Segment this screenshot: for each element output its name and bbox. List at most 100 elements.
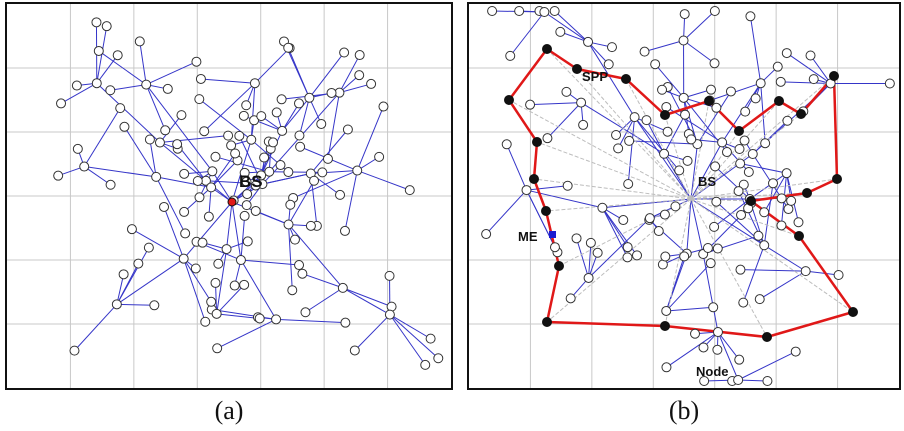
sensor-node: [378, 101, 389, 112]
sensor-node: [268, 137, 279, 148]
sensor-node: [275, 160, 286, 171]
sensor-node: [660, 251, 671, 262]
sensor-node: [141, 79, 152, 90]
shortcut-link: [545, 198, 692, 212]
sensor-node: [160, 125, 171, 136]
tree-link: [339, 83, 372, 94]
tree-link: [742, 245, 765, 303]
sensor-node: [105, 179, 116, 190]
tree-link: [740, 269, 806, 272]
sensor-node: [250, 205, 261, 216]
sensor-node: [126, 224, 137, 235]
tree-link: [155, 176, 186, 234]
sensor-node: [339, 225, 350, 236]
sensor-node: [786, 195, 797, 206]
tree-link: [763, 172, 788, 213]
sensor-node: [322, 153, 333, 164]
polling-point: [542, 44, 552, 54]
sensor-node: [246, 134, 257, 145]
sensor-node: [743, 167, 754, 178]
sensor-node: [238, 110, 249, 121]
sensor-node: [783, 204, 794, 215]
shortcut-links: [508, 48, 854, 338]
polling-point: [746, 196, 756, 206]
sensor-node: [717, 137, 728, 148]
sensor-node: [317, 167, 328, 178]
tour-path: [507, 47, 855, 339]
shortcut-link: [664, 198, 692, 327]
sensor-node: [349, 345, 360, 356]
sensor-node: [180, 228, 191, 239]
tree-link: [588, 217, 651, 279]
sensor-node: [735, 264, 746, 275]
sensor-node: [597, 202, 608, 213]
sensor-node: [354, 50, 365, 61]
sensor-node: [782, 115, 793, 126]
sensor-node: [776, 193, 787, 204]
sensor-node: [151, 171, 162, 182]
tree-link: [116, 303, 155, 306]
sensor-node: [562, 180, 573, 191]
sensor-node: [241, 176, 252, 187]
sensor-node: [679, 251, 690, 262]
polling-point: [794, 231, 804, 241]
tree-link: [83, 166, 111, 186]
tree-link: [156, 176, 212, 188]
sensor-node: [659, 209, 670, 220]
sensor-node: [283, 167, 294, 178]
tree-link: [149, 139, 157, 177]
sensor-node: [386, 301, 397, 312]
polling-point: [829, 71, 839, 81]
sensor-node: [678, 35, 689, 46]
tree-link: [287, 47, 310, 98]
sensor-node: [206, 296, 217, 307]
tree-link: [665, 262, 712, 312]
tree-link: [696, 91, 732, 145]
sensor-node: [775, 76, 786, 87]
polling-point: [796, 109, 806, 119]
tree-link: [145, 61, 197, 86]
sensor-node: [72, 143, 83, 154]
sensor-node: [711, 196, 722, 207]
sensor-node: [549, 6, 560, 16]
bs-label: BS: [698, 174, 716, 189]
polling-point: [660, 110, 670, 120]
polling-point: [774, 96, 784, 106]
sensor-node: [149, 300, 160, 311]
sensor-node: [525, 99, 536, 110]
sensor-node: [613, 143, 624, 154]
tree-link: [216, 249, 228, 314]
polling-point: [802, 188, 812, 198]
sensor-node: [733, 375, 744, 385]
sensor-node: [745, 11, 756, 22]
sensor-node: [624, 135, 635, 146]
me-label: ME: [518, 229, 538, 244]
tree-link: [60, 82, 98, 104]
tree-link: [665, 256, 685, 312]
tree-link: [159, 114, 182, 143]
sensor-node: [134, 36, 145, 47]
tree-link: [145, 84, 213, 172]
sensor-node: [583, 272, 594, 283]
sensor-node: [659, 148, 670, 159]
sensor-node: [768, 178, 779, 189]
tree-link: [302, 273, 343, 289]
tree-link: [576, 238, 590, 279]
panel-a: BS: [5, 2, 453, 390]
tree-link: [200, 78, 255, 84]
sensor-node: [754, 294, 765, 305]
sensor-node: [203, 211, 214, 222]
tree-link: [740, 163, 787, 174]
tree-link: [509, 11, 545, 57]
sensor-node: [833, 269, 844, 280]
sensor-node: [199, 126, 210, 137]
shortcut-link: [576, 68, 692, 200]
sensor-node: [542, 133, 553, 144]
sensor-node: [242, 236, 253, 247]
tree-link: [506, 144, 527, 191]
tree-link: [389, 314, 439, 359]
sensor-node: [750, 93, 761, 104]
sensor-node: [264, 166, 275, 177]
sensor-node: [197, 237, 208, 248]
sensor-node: [679, 9, 690, 20]
